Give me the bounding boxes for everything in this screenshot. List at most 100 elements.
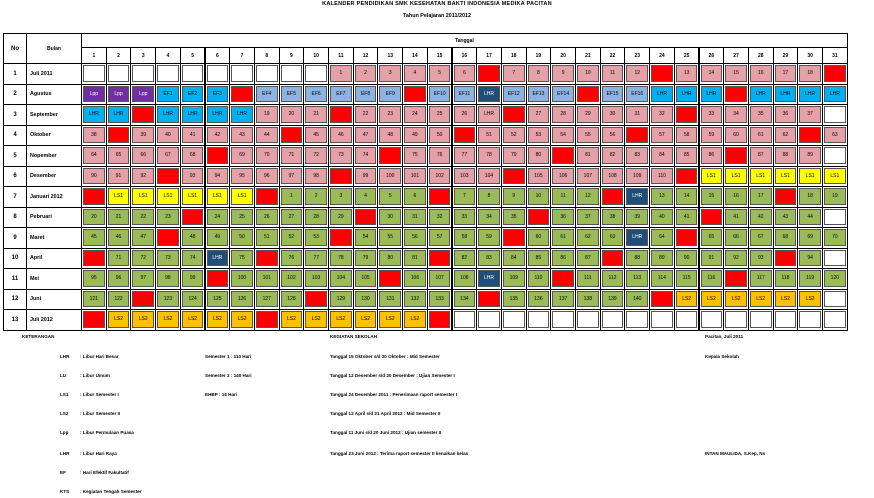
grid-slot [426, 227, 453, 249]
day-cell: LS1 [157, 188, 179, 205]
grid-slot [723, 186, 749, 208]
day-cell [651, 65, 673, 82]
day-cell: 21 [305, 106, 327, 123]
grid-slot [451, 63, 478, 85]
day-cell: 51 [255, 229, 278, 246]
day-cell: 45 [83, 229, 105, 246]
grid-slot [130, 186, 157, 208]
grid-slot [723, 63, 749, 85]
month-name: Mei [26, 268, 82, 290]
grid-slot [673, 288, 700, 310]
day-cell: 50 [231, 229, 253, 246]
legend-description: : Libur Hari Raya [80, 451, 117, 456]
month-name: Juni [26, 288, 82, 310]
day-cell: 33 [453, 208, 476, 225]
grid-slot [599, 186, 626, 208]
grid-slot [624, 186, 651, 208]
day-cell: 23 [157, 208, 179, 225]
day-cell: 137 [552, 290, 574, 307]
day-cell: 69 [231, 147, 253, 164]
grid-slot [772, 288, 799, 310]
grid-slot [402, 104, 428, 126]
grid-slot [105, 247, 132, 269]
day-header: 23 [624, 47, 651, 64]
grid-slot [500, 288, 527, 310]
grid-slot [278, 63, 305, 85]
day-cell: LS2 [181, 311, 204, 328]
day-cell: 30 [601, 106, 624, 123]
day-cell [305, 65, 327, 82]
grid-slot [426, 63, 453, 85]
grid-slot [130, 165, 157, 187]
grid-slot [698, 186, 725, 208]
row-number: 13 [3, 309, 27, 331]
grid-slot [698, 104, 725, 126]
grid-slot [822, 268, 848, 290]
day-cell [675, 311, 698, 328]
day-cell [107, 65, 130, 82]
grid-slot [673, 124, 700, 146]
day-cell [824, 65, 846, 82]
grid-slot [377, 206, 404, 228]
day-cell: 130 [354, 290, 377, 307]
day-cell: 48 [379, 126, 402, 143]
grid-slot [822, 63, 848, 85]
grid-slot [476, 63, 502, 85]
day-cell: 107 [577, 167, 599, 184]
day-cell [725, 311, 747, 328]
day-cell: 8 [478, 188, 500, 205]
grid-slot [155, 104, 181, 126]
day-cell: LS1 [725, 167, 747, 184]
day-cell: 115 [675, 270, 698, 287]
grid-slot [352, 186, 379, 208]
grid-slot [599, 309, 626, 331]
day-cell: 86 [700, 147, 723, 164]
day-cell: LS1 [206, 188, 229, 205]
day-cell [824, 290, 846, 307]
day-cell: 118 [774, 270, 797, 287]
row-number: 11 [3, 268, 27, 290]
grid-slot [673, 165, 700, 187]
grid-slot [352, 165, 379, 187]
grid-slot [352, 268, 379, 290]
day-cell: 37 [577, 208, 599, 225]
grid-slot [698, 124, 725, 146]
day-cell: 103 [305, 270, 327, 287]
grid-slot [550, 104, 576, 126]
day-cell: 64 [83, 147, 105, 164]
grid-slot [575, 288, 601, 310]
grid-slot [352, 247, 379, 269]
day-header: 26 [698, 47, 725, 64]
grid-slot [328, 247, 354, 269]
day-cell: 57 [651, 126, 673, 143]
day-header: 4 [155, 47, 181, 64]
day-cell: LS1 [774, 167, 797, 184]
grid-slot [476, 145, 502, 167]
day-cell [601, 311, 624, 328]
day-cell: 81 [404, 249, 426, 266]
day-cell: 33 [700, 106, 723, 123]
day-cell: 72 [132, 249, 155, 266]
day-cell [330, 106, 352, 123]
grid-slot [229, 288, 255, 310]
grid-slot [673, 227, 700, 249]
row-number: 3 [3, 104, 27, 126]
grid-slot [303, 206, 329, 228]
day-cell: 63 [601, 229, 624, 246]
day-cell: 112 [601, 270, 624, 287]
day-cell [379, 270, 402, 287]
legend-note: Semester 1 : 110 Hari [205, 354, 252, 359]
day-cell: 96 [107, 270, 130, 287]
legend-code: KTS [60, 489, 70, 494]
grid-slot [451, 268, 478, 290]
day-cell [330, 167, 352, 184]
day-cell [577, 85, 599, 102]
day-cell: 5 [379, 188, 402, 205]
grid-slot [179, 206, 206, 228]
day-cell: 59 [700, 126, 723, 143]
day-cell: 114 [651, 270, 673, 287]
grid-slot [797, 247, 823, 269]
day-cell: LS2 [675, 290, 698, 307]
grid-slot [673, 104, 700, 126]
grid-slot [673, 268, 700, 290]
